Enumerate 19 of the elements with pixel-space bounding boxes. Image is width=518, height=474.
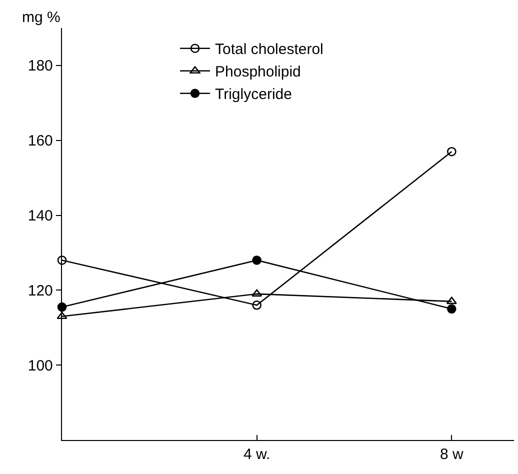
- y-tick-label: 100: [28, 357, 53, 374]
- y-tick-label: 180: [28, 58, 53, 75]
- point: [252, 256, 262, 265]
- legend-label: Total cholesterol: [215, 41, 324, 58]
- point: [252, 300, 262, 310]
- legend-label: Phospholipid: [215, 64, 301, 81]
- point: [57, 256, 67, 265]
- point: [446, 296, 457, 304]
- legend-label: Triglyceride: [215, 86, 292, 104]
- x-tick-label: 8 w: [440, 446, 464, 464]
- point: [447, 304, 456, 314]
- point: [447, 146, 456, 156]
- point: [252, 289, 262, 297]
- y-tick-label: 160: [28, 132, 53, 150]
- point: [56, 312, 68, 320]
- y-tick-label: 120: [28, 282, 53, 300]
- y-tick-label: 140: [28, 208, 53, 225]
- y-axis-title: mg %: [22, 9, 60, 26]
- x-tick-label: 4 w.: [243, 446, 270, 464]
